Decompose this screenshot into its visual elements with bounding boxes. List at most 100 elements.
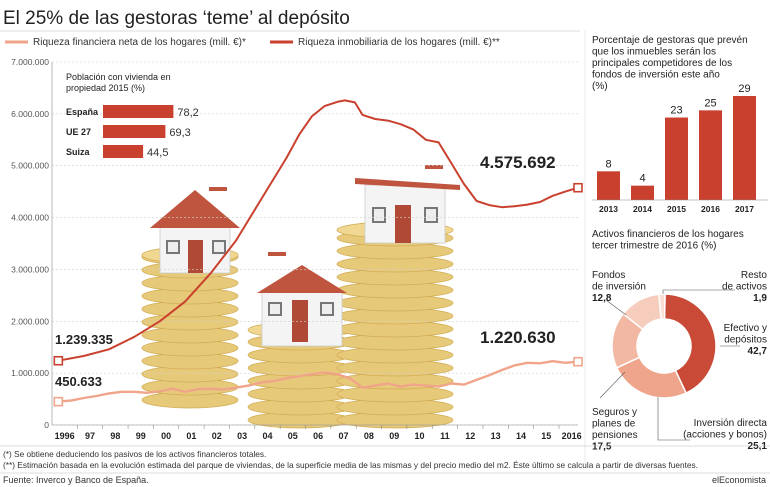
- x-tick-label: 14: [516, 431, 526, 441]
- side-bar-value: 23: [670, 105, 682, 117]
- legend-label-financiera: Riqueza financiera neta de los hogares (…: [33, 37, 246, 48]
- side-bar-year: 2015: [667, 204, 686, 214]
- coins-houses-illustration: [141, 165, 460, 429]
- y-tick-label: 2.000.000: [11, 316, 49, 326]
- y-tick-label: 0: [44, 420, 49, 430]
- series-line-financiera: [58, 360, 579, 403]
- y-tick-label: 4.000.000: [11, 213, 49, 223]
- x-tick-label: 05: [288, 431, 298, 441]
- x-tick-label: 99: [136, 431, 146, 441]
- side-bar: [699, 110, 722, 200]
- x-tick-label: 1996: [55, 431, 75, 441]
- main-line-chart: 0 1.000.000 2.000.000 3.000.000 4.000.000 5.0…: [11, 57, 583, 441]
- x-tick-label: 2016: [562, 431, 582, 441]
- donut-slice-value: 17,5: [592, 442, 612, 453]
- label-inmob-end: 4.575.692: [480, 153, 556, 172]
- donut-leader-line: [662, 289, 735, 294]
- x-tick-label: 04: [262, 431, 272, 441]
- side-bar: [631, 185, 654, 200]
- y-tick-label: 7.000.000: [11, 57, 49, 67]
- donut-slice-name: depósitos: [724, 335, 767, 346]
- x-tick-label: 10: [415, 431, 425, 441]
- side-chart-title-line: (%): [592, 81, 608, 92]
- y-tick-label: 5.000.000: [11, 161, 49, 171]
- series-start-marker: [53, 355, 64, 366]
- donut-slice-name: Resto: [741, 270, 768, 281]
- inset-country-label: España: [66, 107, 99, 117]
- donut-slice-value: 25,1: [748, 441, 768, 452]
- side-bar-year: 2017: [735, 204, 754, 214]
- donut-slice-value: 12,8: [592, 293, 612, 304]
- x-tick-label: 97: [85, 431, 95, 441]
- side-bar-value: 25: [704, 97, 716, 109]
- series-end-marker: [573, 356, 583, 367]
- note-1: (*) Se obtiene deduciendo los pasivos de…: [3, 449, 266, 459]
- x-tick-label: 09: [389, 431, 399, 441]
- x-tick-label: 15: [541, 431, 551, 441]
- note-2: (**) Estimación basada en la evolución e…: [3, 460, 698, 470]
- donut-slice-name: Efectivo y: [724, 323, 767, 334]
- side-chart-title-line: Porcentaje de gestoras que prevén: [592, 35, 748, 46]
- house-left-icon: [150, 187, 240, 274]
- donut-slice-name: Inversión directa: [694, 418, 768, 429]
- donut-leader-line: [605, 299, 627, 316]
- side-chart-title-line: principales competidores de los: [592, 58, 732, 69]
- donut-slice-name: planes de: [592, 419, 636, 430]
- x-tick-label: 11: [440, 431, 450, 441]
- donut-slice: [658, 293, 666, 320]
- x-tick-label: 98: [110, 431, 120, 441]
- label-inmob-start: 1.239.335: [55, 332, 113, 347]
- legend: Riqueza financiera neta de los hogares (…: [5, 37, 500, 48]
- x-tick-label: 02: [212, 431, 222, 441]
- inset-value-label: 69,3: [169, 127, 190, 139]
- y-tick-label: 3.000.000: [11, 264, 49, 274]
- inset-value-label: 78,2: [177, 107, 198, 119]
- side-bar-year: 2016: [701, 204, 720, 214]
- side-bar: [733, 96, 756, 200]
- side-bar: [665, 117, 688, 200]
- side-bar-value: 29: [738, 83, 750, 95]
- y-tick-label: 1.000.000: [11, 368, 49, 378]
- side-bar-year: 2013: [599, 204, 618, 214]
- donut-slice-name: (acciones y bonos): [683, 430, 767, 441]
- donut-title-line: tercer trimestre de 2016 (%): [592, 241, 717, 252]
- donut-slice-name: pensiones: [592, 430, 638, 441]
- y-tick-label: 6.000.000: [11, 109, 49, 119]
- donut-slice-value: 42,7: [748, 346, 768, 357]
- footer-source: Fuente: Inverco y Banco de España.: [3, 475, 149, 485]
- side-bar-year: 2014: [633, 204, 652, 214]
- donut-slice: [663, 293, 717, 395]
- inset-value-label: 44,5: [147, 147, 168, 159]
- page-title: El 25% de las gestoras ‘teme’ al depósit…: [3, 8, 350, 29]
- house-right-icon: [355, 165, 460, 244]
- inset-country-label: Suiza: [66, 147, 91, 157]
- x-tick-label: 08: [364, 431, 374, 441]
- inset-title-line1: Población con vivienda en: [66, 72, 171, 82]
- footer-brand: elEconomista: [712, 475, 766, 485]
- donut-slice-name: Seguros y: [592, 407, 637, 418]
- house-middle-icon: [257, 252, 347, 347]
- series-end-marker: [573, 182, 583, 193]
- side-bar: [597, 171, 620, 200]
- x-tick-label: 12: [465, 431, 475, 441]
- legend-label-inmobiliaria: Riqueza inmobiliaria de los hogares (mil…: [298, 37, 500, 48]
- series-line-inmobiliaria: [58, 99, 579, 362]
- series-start-marker: [53, 396, 64, 407]
- side-chart-title-line: fondos de inversión este año: [592, 70, 720, 81]
- inset-bar: [103, 145, 144, 158]
- inset-ownership-chart: Población con vivienda en propiedad 2015…: [66, 72, 199, 159]
- donut-slice-name: Fondos: [592, 270, 625, 281]
- label-fin-end: 1.220.630: [480, 328, 556, 347]
- x-tick-label: 01: [186, 431, 196, 441]
- donut-slice-name: de inversión: [592, 282, 646, 293]
- x-tick-label: 13: [491, 431, 501, 441]
- side-bar-value: 8: [605, 158, 611, 170]
- label-fin-start: 450.633: [55, 374, 102, 389]
- donut-chart: Activos financieros de los hogarestercer…: [592, 229, 767, 453]
- donut-leader-line: [657, 397, 690, 441]
- x-tick-label: 06: [313, 431, 323, 441]
- donut-title-line: Activos financieros de los hogares: [592, 229, 744, 240]
- x-tick-label: 03: [237, 431, 247, 441]
